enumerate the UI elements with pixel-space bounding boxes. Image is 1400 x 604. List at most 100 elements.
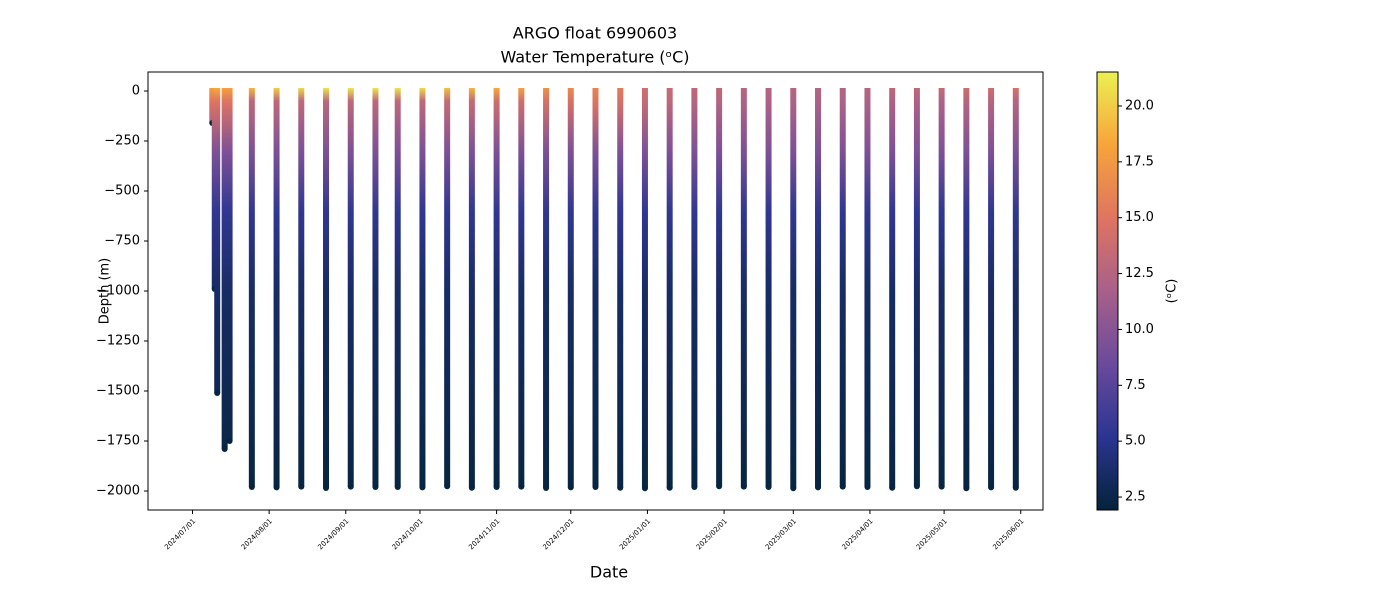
profile-segment (468, 291, 475, 488)
profile-segment (617, 101, 624, 151)
profile-segment (543, 101, 550, 151)
profile-segment (468, 88, 475, 101)
profile-segment (226, 151, 233, 211)
profile-segment (913, 151, 920, 211)
profile-bottom (419, 484, 426, 491)
profile-bottom (988, 484, 995, 491)
profile-bottom (765, 484, 772, 490)
profile-bottom (716, 483, 723, 490)
profile-bottom (691, 484, 698, 490)
profile-segment (889, 101, 896, 151)
profile-segment (273, 101, 280, 151)
profile-segment (372, 211, 379, 291)
profile-segment (567, 151, 574, 211)
profile-segment (273, 291, 280, 488)
profile-bottom (864, 484, 871, 490)
profile-bottom (889, 484, 896, 491)
y-tick-label: 0 (132, 84, 140, 99)
profile-segment (913, 211, 920, 291)
profile-segment (691, 211, 698, 291)
x-tick-label: 2025/06/01 (991, 517, 1025, 551)
profile-segment (347, 151, 354, 211)
profile-segment (815, 291, 822, 488)
profile-segment (691, 151, 698, 211)
profile-bottom (394, 484, 401, 490)
profile-segment (592, 291, 599, 487)
profile-segment (214, 291, 221, 393)
profile-segment (1012, 101, 1019, 151)
profile-segment (394, 101, 401, 151)
profile-segment (864, 151, 871, 211)
profile-segment (716, 211, 723, 291)
profile-segment (214, 151, 221, 211)
profile-segment (963, 151, 970, 211)
profile-segment (468, 101, 475, 151)
profile-segment (226, 101, 233, 151)
profile-segment (740, 211, 747, 291)
profile-segment (298, 151, 305, 211)
profile-segment (815, 101, 822, 151)
profile-segment (543, 211, 550, 291)
profile-segment (913, 88, 920, 101)
profile-segment (815, 151, 822, 211)
profile-segment (444, 291, 451, 487)
profile-segment (666, 211, 673, 291)
profile-segment (518, 291, 525, 487)
profile-segment (765, 101, 772, 151)
colorbar-tick-label: 10.0 (1125, 322, 1154, 337)
profile-bottom (790, 485, 797, 492)
profile-segment (323, 101, 330, 151)
profile-segment (518, 151, 525, 211)
profile-segment (963, 101, 970, 151)
profile-segment (913, 101, 920, 151)
colorbar (1096, 71, 1119, 511)
profile-segment (394, 291, 401, 487)
profile-bottom (543, 485, 550, 491)
profile-segment (716, 151, 723, 211)
profile-segment (815, 88, 822, 101)
chart-subtitle: Water Temperature (ᵒC) (500, 48, 689, 67)
profile-segment (372, 291, 379, 487)
profile-segment (394, 211, 401, 291)
profile-bottom (323, 485, 330, 491)
y-tick-label: −2000 (96, 484, 140, 499)
profile-segment (567, 291, 574, 488)
profile-segment (938, 101, 945, 151)
profile-segment (938, 151, 945, 211)
profile-segment (298, 101, 305, 151)
profile-bottom (815, 484, 822, 491)
profile-segment (221, 151, 228, 211)
y-tick-label: −1750 (96, 434, 140, 449)
y-tick-label: −500 (104, 184, 140, 199)
profile-bottom (641, 485, 648, 492)
profile-bottom (372, 484, 379, 490)
profile-bottom (938, 483, 945, 490)
profile-segment (543, 151, 550, 211)
profile-bottom (1012, 484, 1019, 491)
profile-segment (938, 88, 945, 101)
profile-segment (641, 151, 648, 211)
colorbar-tick-label: 7.5 (1125, 378, 1146, 393)
x-tick-label: 2024/10/01 (391, 517, 425, 551)
profile-segment (567, 88, 574, 101)
profile-segment (543, 291, 550, 488)
profile-segment (740, 101, 747, 151)
profile-segment (248, 211, 255, 291)
profile-segment (323, 151, 330, 211)
profile-bottom (740, 483, 747, 490)
profile-segment (419, 291, 426, 488)
profile-segment (839, 101, 846, 151)
profile-segment (988, 211, 995, 291)
profile-segment (419, 151, 426, 211)
profile-segment (394, 88, 401, 101)
profile-segment (839, 211, 846, 291)
profile-segment (592, 101, 599, 151)
x-axis-label: Date (590, 563, 628, 582)
profile-segment (323, 291, 330, 488)
profile-segment (988, 88, 995, 101)
profile-bottom (248, 484, 255, 490)
profile-segment (864, 211, 871, 291)
profile-segment (468, 151, 475, 211)
profile-segment (214, 211, 221, 291)
profile-segment (716, 88, 723, 101)
